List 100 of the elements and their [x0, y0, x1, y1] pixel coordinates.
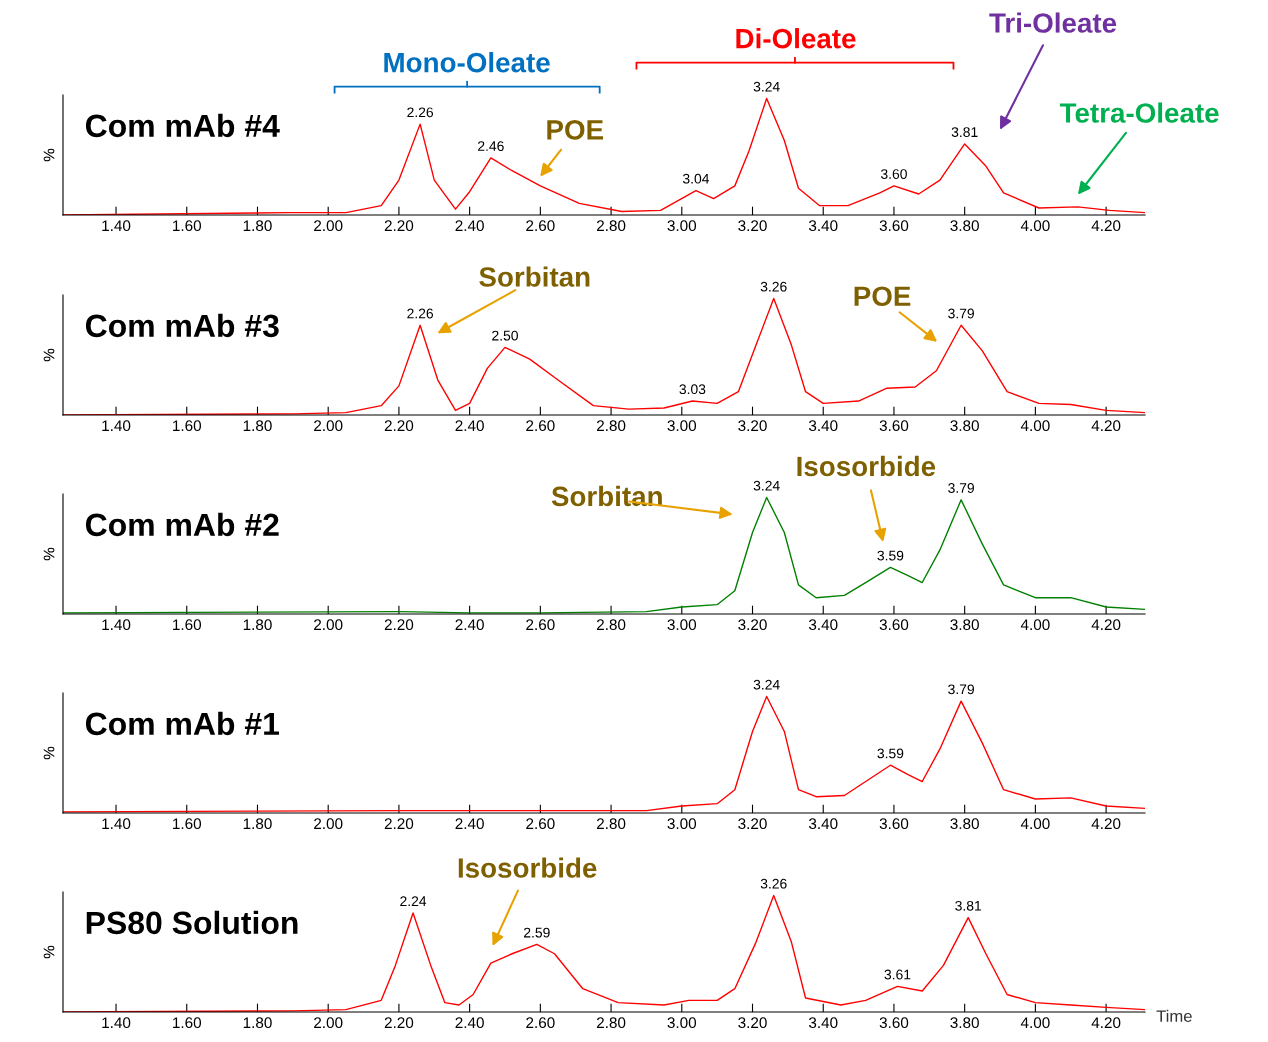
annotation: POE [547, 119, 604, 140]
annotation: 3.59 [877, 748, 904, 759]
annotation: 3.26 [760, 281, 787, 292]
text: Di-Oleate [736, 28, 856, 49]
x-tick-label: 3.00 [667, 220, 697, 232]
x-tick-label: 1.40 [102, 619, 131, 631]
x-tick-label: 2.40 [455, 1017, 484, 1029]
x-tick-label: 3.20 [738, 1017, 767, 1029]
annotation: 3.59 [877, 550, 904, 561]
y-axis-title: % [43, 148, 55, 162]
x-tick-label: 2.80 [596, 1017, 626, 1029]
y-axis-title: % [43, 746, 55, 760]
x-tick-label: 2.40 [455, 619, 484, 631]
x-tick-label: 4.00 [1020, 1017, 1050, 1029]
x-tick-label: 1.80 [243, 619, 272, 631]
annotation: Sorbitan [551, 485, 662, 507]
x-tick-label: 3.80 [950, 818, 979, 830]
x-tick-label: 3.60 [879, 818, 909, 830]
x-tick-label: 4.20 [1091, 220, 1121, 232]
x-tick-label: 2.60 [526, 1017, 555, 1029]
x-tick-label: 4.00 [1020, 420, 1050, 432]
x-tick-label: 1.80 [243, 818, 272, 830]
x-tick-label: 3.40 [808, 220, 838, 232]
annotation: POE [854, 286, 911, 307]
x-tick-label: 3.20 [738, 818, 767, 830]
x-tick-label: 3.00 [667, 619, 697, 631]
text: Sorbitan [479, 266, 590, 287]
x-tick-label: 2.20 [384, 220, 414, 232]
x-tick-label: 1.80 [243, 1017, 272, 1029]
x-tick-label: 1.40 [102, 420, 131, 432]
x-tick-label: 1.60 [173, 619, 202, 631]
annotation: 3.24 [753, 480, 780, 491]
annotation: 2.50 [492, 330, 518, 341]
x-axis-title: Time [1156, 1009, 1192, 1023]
text: Tri-Oleate [989, 12, 1117, 33]
x-tick-label: 4.20 [1091, 420, 1121, 432]
annotation: 2.26 [407, 107, 434, 118]
x-tick-label: 4.00 [1020, 818, 1050, 830]
chart-title: Com mAb #2 [85, 512, 279, 537]
x-tick-label: 3.80 [950, 1017, 979, 1029]
x-tick-label: 1.80 [243, 420, 272, 432]
chart-title: PS80 Solution [86, 910, 298, 935]
annotation: 3.61 [884, 969, 911, 980]
annotation: 2.26 [407, 308, 434, 319]
x-tick-label: 1.60 [173, 1017, 202, 1029]
x-tick-label: 3.00 [667, 1017, 697, 1029]
annotation: 3.60 [880, 169, 907, 179]
annotation: Tetra-Oleate [1059, 102, 1219, 123]
annotation: 3.81 [955, 900, 982, 911]
chart-title: Com mAb #1 [85, 711, 279, 736]
x-tick-label: 2.40 [455, 818, 484, 830]
x-tick-label: 2.20 [384, 1017, 414, 1029]
y-axis-title: % [43, 945, 55, 959]
x-tick-label: 3.80 [950, 220, 979, 232]
annotation: 3.24 [753, 81, 780, 92]
x-tick-label: 3.60 [879, 220, 909, 232]
x-tick-label: 3.40 [808, 420, 838, 432]
x-tick-label: 2.80 [596, 818, 626, 830]
x-tick-label: 2.00 [314, 1017, 343, 1029]
x-tick-label: 2.00 [314, 818, 343, 830]
annotation: 3.79 [948, 308, 974, 319]
annotation: 3.26 [760, 878, 787, 889]
x-tick-label: 1.80 [243, 220, 272, 232]
x-tick-label: 2.60 [526, 220, 555, 232]
x-tick-label: 2.60 [526, 818, 555, 830]
annotation: 3.79 [948, 684, 974, 695]
annotation: 2.46 [478, 141, 504, 151]
x-tick-label: 3.00 [667, 818, 697, 830]
chart-title: Com mAb #3 [85, 313, 279, 338]
x-tick-label: 3.80 [950, 619, 979, 631]
x-tick-label: 2.20 [384, 818, 414, 830]
chart-title: Com mAb #4 [85, 113, 280, 138]
x-tick-label: 3.40 [808, 1017, 838, 1029]
x-tick-label: 3.60 [879, 1017, 909, 1029]
x-tick-label: 4.20 [1091, 619, 1121, 631]
x-tick-label: 2.80 [596, 420, 626, 432]
annotation: 3.79 [948, 483, 974, 493]
x-tick-label: 2.60 [526, 420, 555, 432]
x-tick-label: 4.20 [1091, 1017, 1121, 1029]
text: Mono-Oleate [384, 52, 550, 73]
x-tick-label: 3.20 [738, 619, 767, 631]
x-tick-label: 2.40 [455, 420, 484, 432]
annotation: 2.59 [524, 927, 550, 938]
x-tick-label: 2.20 [384, 619, 414, 631]
x-tick-label: 2.20 [384, 420, 414, 432]
x-tick-label: 1.40 [102, 818, 131, 830]
x-tick-label: 1.60 [173, 420, 202, 432]
y-axis-title: % [43, 547, 55, 561]
x-tick-label: 1.40 [102, 220, 131, 232]
x-tick-label: 2.40 [455, 220, 484, 232]
x-tick-label: 3.60 [879, 619, 909, 631]
x-tick-label: 1.60 [173, 818, 202, 830]
annotation: 3.03 [679, 384, 706, 395]
x-tick-label: 3.20 [738, 420, 767, 432]
x-tick-label: 3.00 [667, 420, 697, 432]
x-tick-label: 3.40 [808, 818, 838, 830]
x-tick-label: 1.40 [102, 1017, 131, 1029]
x-tick-label: 2.00 [314, 420, 343, 432]
text: Isosorbide [458, 857, 597, 878]
x-tick-label: 2.00 [314, 619, 343, 631]
